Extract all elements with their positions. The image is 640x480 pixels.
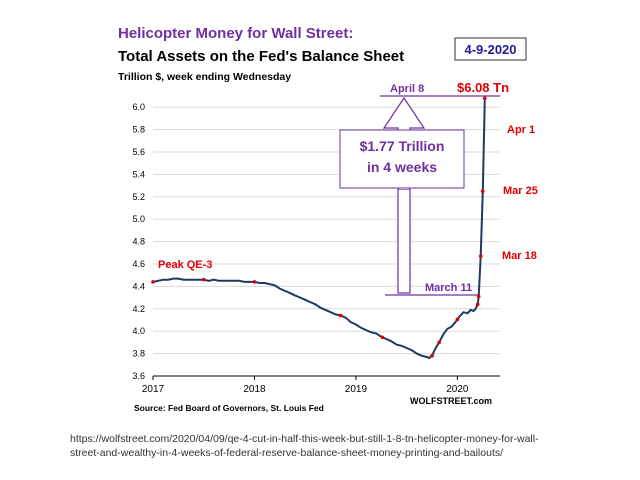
- series-marker: [252, 280, 257, 284]
- y-tick-label: 6.0: [132, 102, 145, 112]
- mar25-label: Mar 25: [503, 185, 538, 197]
- series-marker: [201, 277, 206, 282]
- series-marker: [478, 254, 483, 258]
- series-marker: [480, 189, 485, 193]
- x-tick-label: 2020: [446, 384, 469, 395]
- increase-label-line2: in 4 weeks: [367, 159, 437, 175]
- x-tick-label: 2017: [142, 384, 165, 395]
- source-url-line1: https://wolfstreet.com/2020/04/09/qe-4-c…: [70, 433, 539, 445]
- source-url: https://wolfstreet.com/2020/04/09/qe-4-c…: [70, 432, 630, 460]
- y-tick-label: 5.6: [132, 147, 145, 157]
- series-marker: [151, 280, 155, 284]
- y-tick-label: 5.2: [132, 192, 145, 202]
- y-tick-label: 5.0: [132, 214, 145, 224]
- series-line: [152, 98, 486, 360]
- y-tick-label: 3.6: [132, 371, 145, 381]
- series-marker: [338, 313, 343, 318]
- x-tick-label: 2018: [243, 384, 266, 395]
- brand-label: WOLFSTREET.com: [410, 396, 492, 406]
- source-label: Source: Fed Board of Governors, St. Loui…: [134, 403, 324, 413]
- date-badge: 4-9-2020: [464, 42, 516, 57]
- series-marker: [476, 294, 481, 299]
- series-marker: [482, 96, 487, 101]
- y-tick-label: 4.2: [132, 304, 145, 314]
- y-tick-label: 4.4: [132, 281, 145, 291]
- series-marker: [475, 302, 480, 307]
- x-axis-ticks: [152, 376, 458, 380]
- march11-label: March 11: [425, 282, 472, 294]
- chart-title: Helicopter Money for Wall Street:: [118, 25, 353, 42]
- source-url-line2: street-and-wealthy-in-4-weeks-of-federal…: [70, 447, 504, 459]
- increase-label-line1: $1.77 Trillion: [360, 138, 445, 154]
- x-tick-label: 2019: [345, 384, 368, 395]
- y-axis-tick-labels: 3.6 3.8 4.0 4.2 4.4 4.6 4.8 5.0 5.2 5.4 5.6 5.8 6.0: [132, 102, 145, 381]
- series-marker: [380, 335, 385, 340]
- apr1-label: Apr 1: [507, 124, 535, 136]
- y-tick-label: 4.8: [132, 237, 145, 247]
- mar18-label: Mar 18: [502, 250, 537, 262]
- increase-callout-box: [339, 129, 465, 189]
- y-tick-label: 5.4: [132, 169, 145, 179]
- april8-label: April 8: [390, 83, 424, 95]
- units-label: Trillion $, week ending Wednesday: [118, 71, 291, 83]
- total-value-label: $6.08 Tn: [457, 80, 509, 95]
- y-tick-label: 3.8: [132, 349, 145, 359]
- x-axis-tick-labels: 2017 2018 2019 2020: [142, 384, 469, 395]
- y-tick-label: 4.0: [132, 326, 145, 336]
- series-marker: [455, 317, 460, 322]
- y-tick-label: 4.6: [132, 259, 145, 269]
- series-marker: [430, 354, 434, 358]
- y-tick-label: 5.8: [132, 125, 145, 135]
- series-marker: [437, 340, 441, 345]
- date-badge-box: [454, 37, 527, 61]
- chart-subtitle: Total Assets on the Fed's Balance Sheet: [118, 48, 404, 65]
- increase-arrow-shaft: [397, 190, 411, 294]
- peak-qe3-label: Peak QE-3: [158, 259, 212, 271]
- series-markers: [151, 96, 487, 358]
